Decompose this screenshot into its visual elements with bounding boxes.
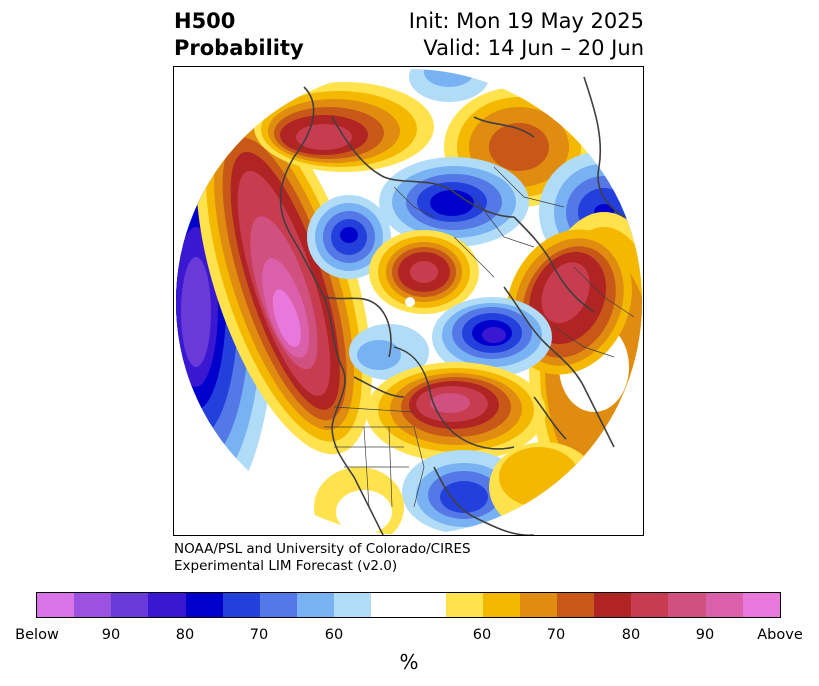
anomaly-western-atlantic (402, 450, 526, 534)
colorbar-segment (259, 593, 297, 617)
colorbar-segment (334, 593, 372, 617)
colorbar-segment (594, 593, 632, 617)
colorbar-segment (185, 593, 223, 617)
title-line-variable: H500 (174, 9, 236, 33)
colorbar-segment (556, 593, 595, 617)
anomaly-central-siberia (379, 157, 529, 247)
colorbar-tick-label: 90 (695, 627, 715, 643)
colorbar-tick-label: 70 (546, 627, 566, 643)
anomaly-north-atlantic-europe (366, 362, 546, 462)
colorbar-segment (705, 593, 743, 617)
colorbar-segment (74, 593, 112, 617)
colorbar-segment (742, 593, 780, 617)
colorbar-tick-label: 80 (621, 627, 641, 643)
colorbar-segment (371, 593, 409, 617)
map-title: H500 Probability (174, 8, 304, 62)
anomaly-western-north-america (196, 99, 372, 455)
colorbar-segment (482, 593, 520, 617)
colorbar-tick-label: 80 (175, 627, 195, 643)
title-line-quantity: Probability (174, 36, 304, 60)
colorbar-tick-label: Below (15, 627, 59, 643)
anomaly-greenland (432, 297, 552, 377)
probability-colorbar (36, 592, 781, 618)
political-borders (324, 166, 635, 508)
valid-dates: Valid: 14 Jun – 20 Jun (423, 36, 644, 60)
forecast-dates: Init: Mon 19 May 2025 Valid: 14 Jun – 20… (409, 8, 644, 62)
colorbar-segment (222, 593, 260, 617)
credit-text: NOAA/PSL and University of Colorado/CIRE… (174, 541, 471, 575)
colorbar-segment (668, 593, 706, 617)
probability-map-graphic (176, 69, 642, 535)
colorbar-tick-label: 60 (324, 627, 344, 643)
colorbar-unit: % (399, 650, 419, 674)
colorbar-tick-label: 90 (101, 627, 121, 643)
coastlines (279, 76, 625, 535)
colorbar-segment (296, 593, 335, 617)
colorbar-tick-label: Above (757, 627, 803, 643)
colorbar-tick-label: 70 (249, 627, 269, 643)
credit-line-product: Experimental LIM Forecast (v2.0) (174, 558, 398, 574)
colorbar-segment (37, 593, 75, 617)
credit-line-organization: NOAA/PSL and University of Colorado/CIRE… (174, 541, 471, 557)
init-date: Init: Mon 19 May 2025 (408, 9, 644, 33)
colorbar-tick-label: 60 (472, 627, 492, 643)
colorbar-segment (111, 593, 149, 617)
colorbar-segment (445, 593, 483, 617)
anomaly-alaska-arc (254, 82, 434, 172)
anomaly-central-arctic (369, 230, 479, 314)
colorbar-segment (148, 593, 186, 617)
colorbar-segment (408, 593, 446, 617)
colorbar-segment (519, 593, 557, 617)
anomaly-bering-top (409, 69, 489, 102)
colorbar-segment (631, 593, 669, 617)
anomaly-hudson-bay (307, 195, 391, 279)
polar-map (173, 66, 644, 536)
